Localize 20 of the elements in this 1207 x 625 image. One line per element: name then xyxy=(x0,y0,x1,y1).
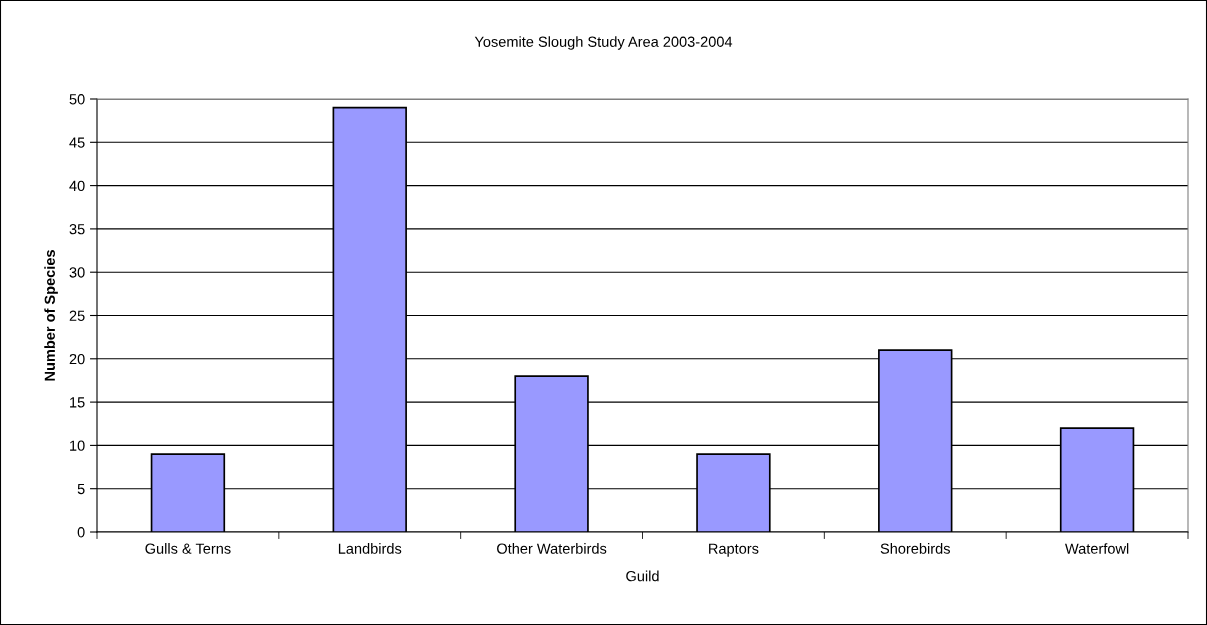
y-tick-label: 5 xyxy=(77,483,85,495)
y-tick-label: 50 xyxy=(69,94,85,105)
y-tick-label: 40 xyxy=(69,180,85,192)
x-tick-label: Raptors xyxy=(709,543,759,557)
y-tick-label: 15 xyxy=(70,397,85,408)
y-tick-label: 25 xyxy=(69,310,85,321)
y-tick-label: 30 xyxy=(69,267,85,278)
x-axis-title: Guild xyxy=(626,570,659,582)
x-tick-label: Shorebirds xyxy=(880,543,950,554)
y-tick-label: 45 xyxy=(69,137,85,148)
y-axis-title: Number of Species xyxy=(44,250,58,381)
y-tick-label: 10 xyxy=(70,440,85,451)
y-tick-label: 35 xyxy=(69,224,85,235)
x-tick-label: Gulls & Terns xyxy=(145,543,231,554)
x-tick-label: Other Waterbirds xyxy=(497,543,607,554)
x-tick-label: Landbirds xyxy=(338,543,402,554)
y-tick-label: 20 xyxy=(69,353,85,365)
x-tick-label: Waterfowl xyxy=(1065,543,1129,554)
chart-title: Yosemite Slough Study Area 2003-2004 xyxy=(474,36,733,50)
y-tick-label: 0 xyxy=(77,527,85,538)
